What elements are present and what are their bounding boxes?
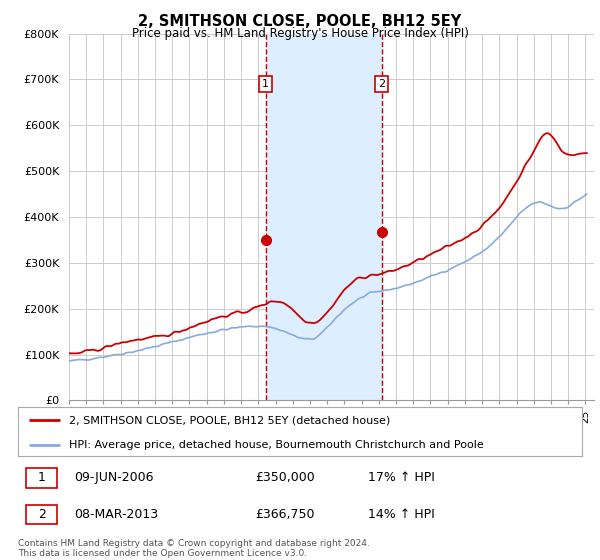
Text: 1: 1 [262,79,269,89]
Text: 2, SMITHSON CLOSE, POOLE, BH12 5EY: 2, SMITHSON CLOSE, POOLE, BH12 5EY [139,14,461,29]
Text: 17% ↑ HPI: 17% ↑ HPI [368,472,434,484]
Text: 1: 1 [38,472,46,484]
Text: 2: 2 [38,508,46,521]
Text: 08-MAR-2013: 08-MAR-2013 [74,508,158,521]
Text: 2: 2 [378,79,385,89]
Text: £350,000: £350,000 [255,472,314,484]
FancyBboxPatch shape [26,468,58,488]
Text: 2, SMITHSON CLOSE, POOLE, BH12 5EY (detached house): 2, SMITHSON CLOSE, POOLE, BH12 5EY (deta… [69,416,390,426]
Text: HPI: Average price, detached house, Bournemouth Christchurch and Poole: HPI: Average price, detached house, Bour… [69,440,484,450]
Text: £366,750: £366,750 [255,508,314,521]
Text: Contains HM Land Registry data © Crown copyright and database right 2024.
This d: Contains HM Land Registry data © Crown c… [18,539,370,558]
Text: Price paid vs. HM Land Registry's House Price Index (HPI): Price paid vs. HM Land Registry's House … [131,27,469,40]
Bar [266,34,382,400]
FancyBboxPatch shape [26,505,58,524]
Text: 09-JUN-2006: 09-JUN-2006 [74,472,154,484]
Text: 14% ↑ HPI: 14% ↑ HPI [368,508,434,521]
